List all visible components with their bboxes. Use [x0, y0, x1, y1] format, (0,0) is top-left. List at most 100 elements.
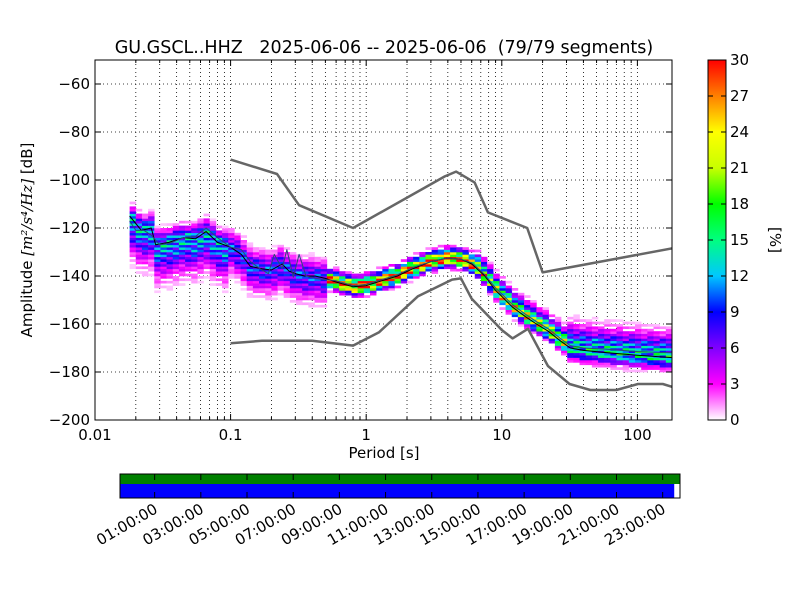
density-cell — [554, 345, 562, 349]
density-cell — [129, 244, 137, 248]
density-cell — [308, 283, 315, 286]
density-cell — [567, 360, 574, 363]
density-cell — [561, 350, 568, 354]
density-cell — [209, 223, 217, 226]
density-cell — [129, 211, 137, 214]
density-cell — [524, 302, 531, 306]
density-cell — [154, 273, 161, 277]
density-cell — [265, 266, 272, 270]
colorbar-label: [%] — [766, 227, 784, 253]
density-cell — [172, 240, 180, 243]
density-cell — [591, 364, 599, 368]
density-cell — [369, 271, 377, 274]
density-cell — [579, 352, 587, 356]
density-cell — [376, 288, 383, 291]
density-cell — [585, 331, 593, 334]
density-cell — [665, 357, 672, 361]
density-cell — [653, 326, 660, 330]
density-cell — [302, 290, 309, 294]
density-cell — [598, 340, 605, 344]
density-cell — [185, 256, 192, 260]
colorbar-tick-label: 6 — [730, 339, 740, 357]
density-cell — [197, 218, 204, 222]
density-cell — [166, 264, 174, 267]
density-cell — [419, 271, 426, 274]
density-cell — [524, 304, 531, 308]
density-cell — [554, 321, 562, 325]
density-cell — [308, 278, 315, 282]
density-cell — [222, 271, 229, 274]
density-cell — [283, 292, 291, 296]
x-tick-label: 1 — [361, 426, 371, 444]
density-cell — [388, 280, 395, 284]
density-cell — [141, 247, 149, 250]
density-cell — [240, 249, 248, 253]
new-high-noise-model-line — [230, 158, 672, 274]
density-cell — [246, 271, 254, 274]
density-cell — [635, 369, 642, 373]
density-cell — [240, 276, 248, 279]
density-cell — [271, 261, 278, 265]
density-cell — [172, 264, 180, 267]
density-cell — [443, 252, 451, 255]
density-cell — [191, 244, 198, 248]
density-cell — [234, 256, 241, 260]
density-cell — [474, 271, 482, 274]
density-cell — [203, 244, 211, 248]
density-cell — [579, 350, 587, 354]
density-cell — [259, 259, 266, 262]
mode-line — [129, 215, 672, 359]
density-cell — [622, 333, 630, 337]
density-cell — [289, 261, 297, 265]
density-cell — [129, 247, 137, 250]
density-cell — [222, 237, 229, 241]
density-cell — [265, 252, 272, 255]
density-cell — [209, 283, 217, 286]
density-cell — [443, 244, 451, 248]
density-cell — [598, 331, 605, 334]
density-cell — [283, 259, 291, 262]
density-cell — [154, 256, 161, 260]
density-cell — [271, 285, 278, 289]
density-cell — [326, 273, 334, 277]
density-cell — [567, 340, 574, 344]
density-cell — [166, 280, 174, 284]
density-cell — [406, 261, 414, 265]
density-cell — [259, 247, 266, 250]
density-cell — [561, 331, 568, 334]
density-cell — [148, 259, 155, 262]
density-cell — [653, 367, 660, 370]
density-cell — [431, 268, 439, 272]
density-cell — [252, 271, 260, 274]
density-cell — [246, 242, 254, 246]
density-cell — [659, 343, 667, 346]
density-cell — [326, 276, 334, 279]
density-cell — [628, 338, 636, 342]
density-cell — [314, 268, 321, 272]
density-cell — [487, 276, 494, 279]
density-cell — [252, 247, 260, 250]
density-cell — [413, 271, 420, 274]
density-cell — [209, 249, 217, 253]
density-cell — [277, 247, 284, 250]
density-cell — [302, 259, 309, 262]
density-cell — [141, 218, 149, 222]
density-cell — [129, 235, 137, 238]
density-cell — [265, 261, 272, 265]
density-cell — [277, 268, 284, 272]
density-cell — [665, 352, 672, 356]
density-cell — [228, 266, 235, 270]
density-cell — [246, 288, 254, 291]
density-cell — [277, 252, 284, 255]
density-cell — [129, 230, 137, 234]
density-cell — [197, 244, 204, 248]
density-cell — [166, 244, 174, 248]
colorbar-tick-label: 15 — [730, 231, 749, 249]
density-cell — [160, 244, 167, 248]
density-cell — [487, 278, 494, 282]
density-cell — [333, 266, 340, 270]
density-cell — [530, 302, 537, 306]
density-cell — [591, 340, 599, 344]
density-cell — [369, 283, 377, 286]
